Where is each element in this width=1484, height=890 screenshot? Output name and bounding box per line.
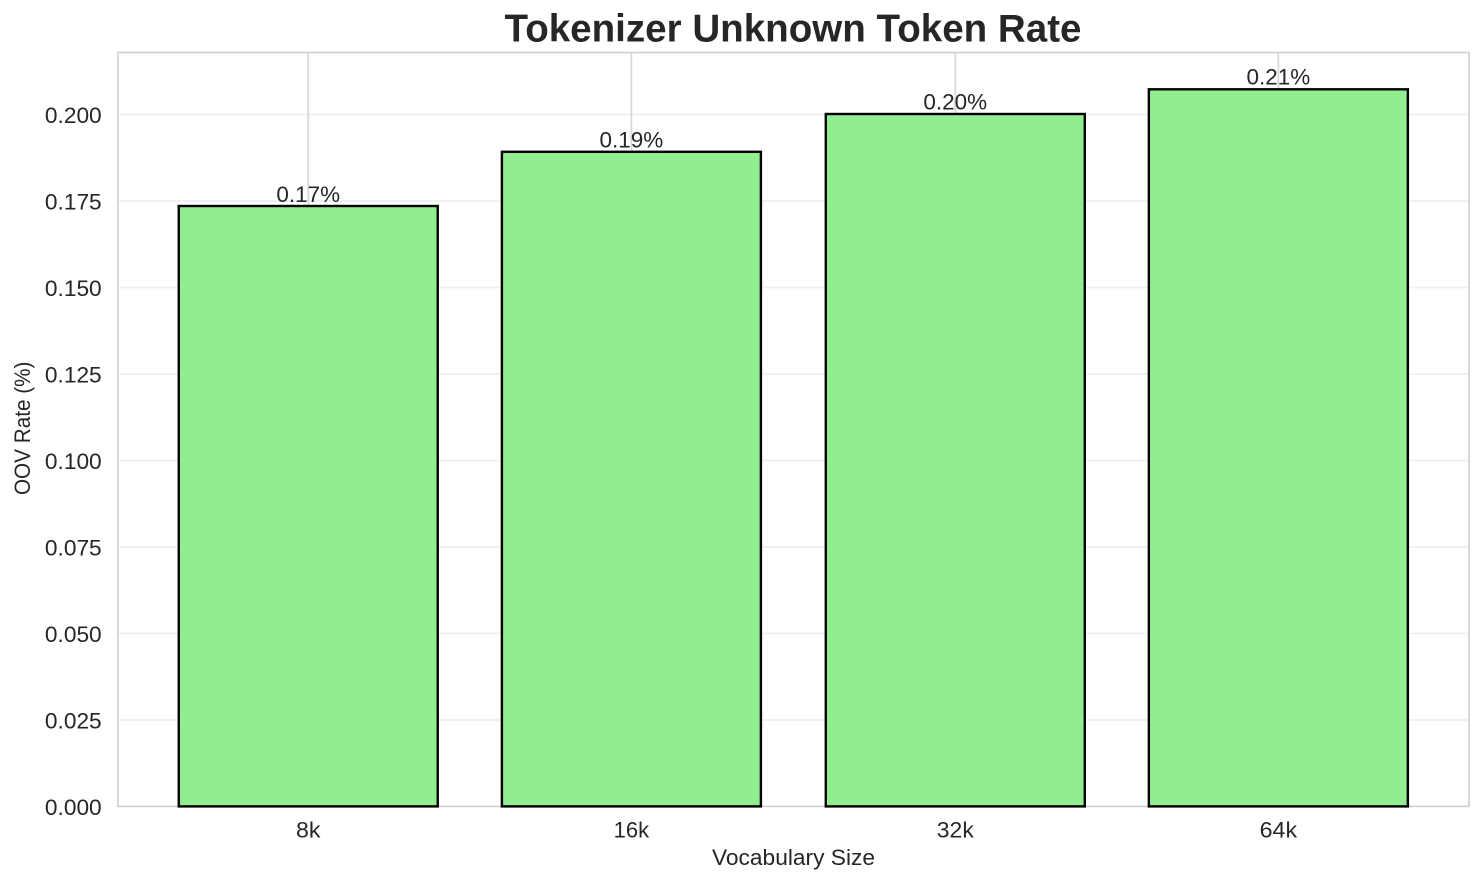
svg-text:0.125: 0.125 [45, 362, 102, 387]
svg-text:0.000: 0.000 [45, 795, 102, 820]
svg-text:0.050: 0.050 [45, 622, 102, 647]
svg-text:0.19%: 0.19% [600, 127, 664, 152]
svg-text:0.200: 0.200 [45, 103, 102, 128]
svg-text:0.075: 0.075 [45, 535, 102, 560]
svg-text:0.025: 0.025 [45, 708, 102, 733]
svg-text:0.21%: 0.21% [1247, 65, 1311, 90]
svg-text:OOV Rate (%): OOV Rate (%) [10, 362, 35, 496]
svg-text:0.100: 0.100 [45, 449, 102, 474]
svg-text:8k: 8k [296, 818, 322, 843]
svg-text:16k: 16k [614, 818, 650, 843]
svg-text:Tokenizer Unknown Token Rate: Tokenizer Unknown Token Rate [505, 8, 1082, 51]
svg-text:0.150: 0.150 [45, 276, 102, 301]
svg-text:0.17%: 0.17% [276, 182, 340, 207]
svg-text:Vocabulary Size: Vocabulary Size [712, 845, 875, 870]
svg-text:64k: 64k [1260, 818, 1299, 843]
svg-text:0.175: 0.175 [45, 189, 102, 214]
svg-text:0.20%: 0.20% [923, 89, 987, 114]
svg-text:32k: 32k [937, 818, 975, 843]
